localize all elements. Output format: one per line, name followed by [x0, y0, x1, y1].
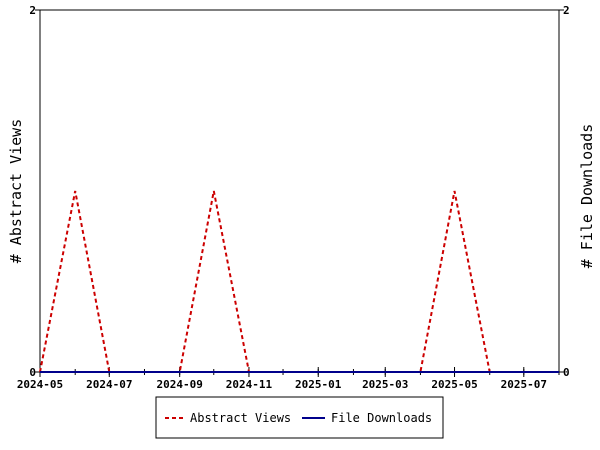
x-tick-label: 2025-01 — [295, 378, 342, 391]
y-right-tick-label: 0 — [563, 366, 570, 379]
plot-border — [39, 9, 560, 373]
y-axis: 0 2 0 2 — [29, 4, 569, 379]
y-axis-title-right: # File Downloads — [578, 124, 596, 269]
x-tick-label: 2025-03 — [362, 378, 408, 391]
plot-area — [39, 9, 560, 373]
x-tick-label: 2024-11 — [226, 378, 273, 391]
legend-box — [155, 396, 444, 439]
legend-label-file-downloads: File Downloads — [331, 411, 432, 425]
y-axis-title-left: # Abstract Views — [7, 119, 25, 264]
series-group — [39, 190, 559, 373]
series-line-abstract-views — [39, 190, 559, 373]
x-tick-label: 2024-07 — [86, 378, 132, 391]
x-axis: 2024-05 2024-07 2024-09 2024-11 2025-01 2025-… — [17, 367, 560, 391]
x-tick-label: 2024-05 — [17, 378, 63, 391]
y-left-tick-label: 0 — [29, 366, 36, 379]
y-left-tick-label: 2 — [29, 4, 36, 17]
y-right-tick-label: 2 — [563, 4, 570, 17]
x-tick-label: 2024-09 — [157, 378, 203, 391]
legend: Abstract Views File Downloads — [155, 396, 444, 439]
legend-label-abstract-views: Abstract Views — [190, 411, 291, 425]
x-tick-label: 2025-05 — [431, 378, 477, 391]
x-tick-label: 2025-07 — [501, 378, 547, 391]
